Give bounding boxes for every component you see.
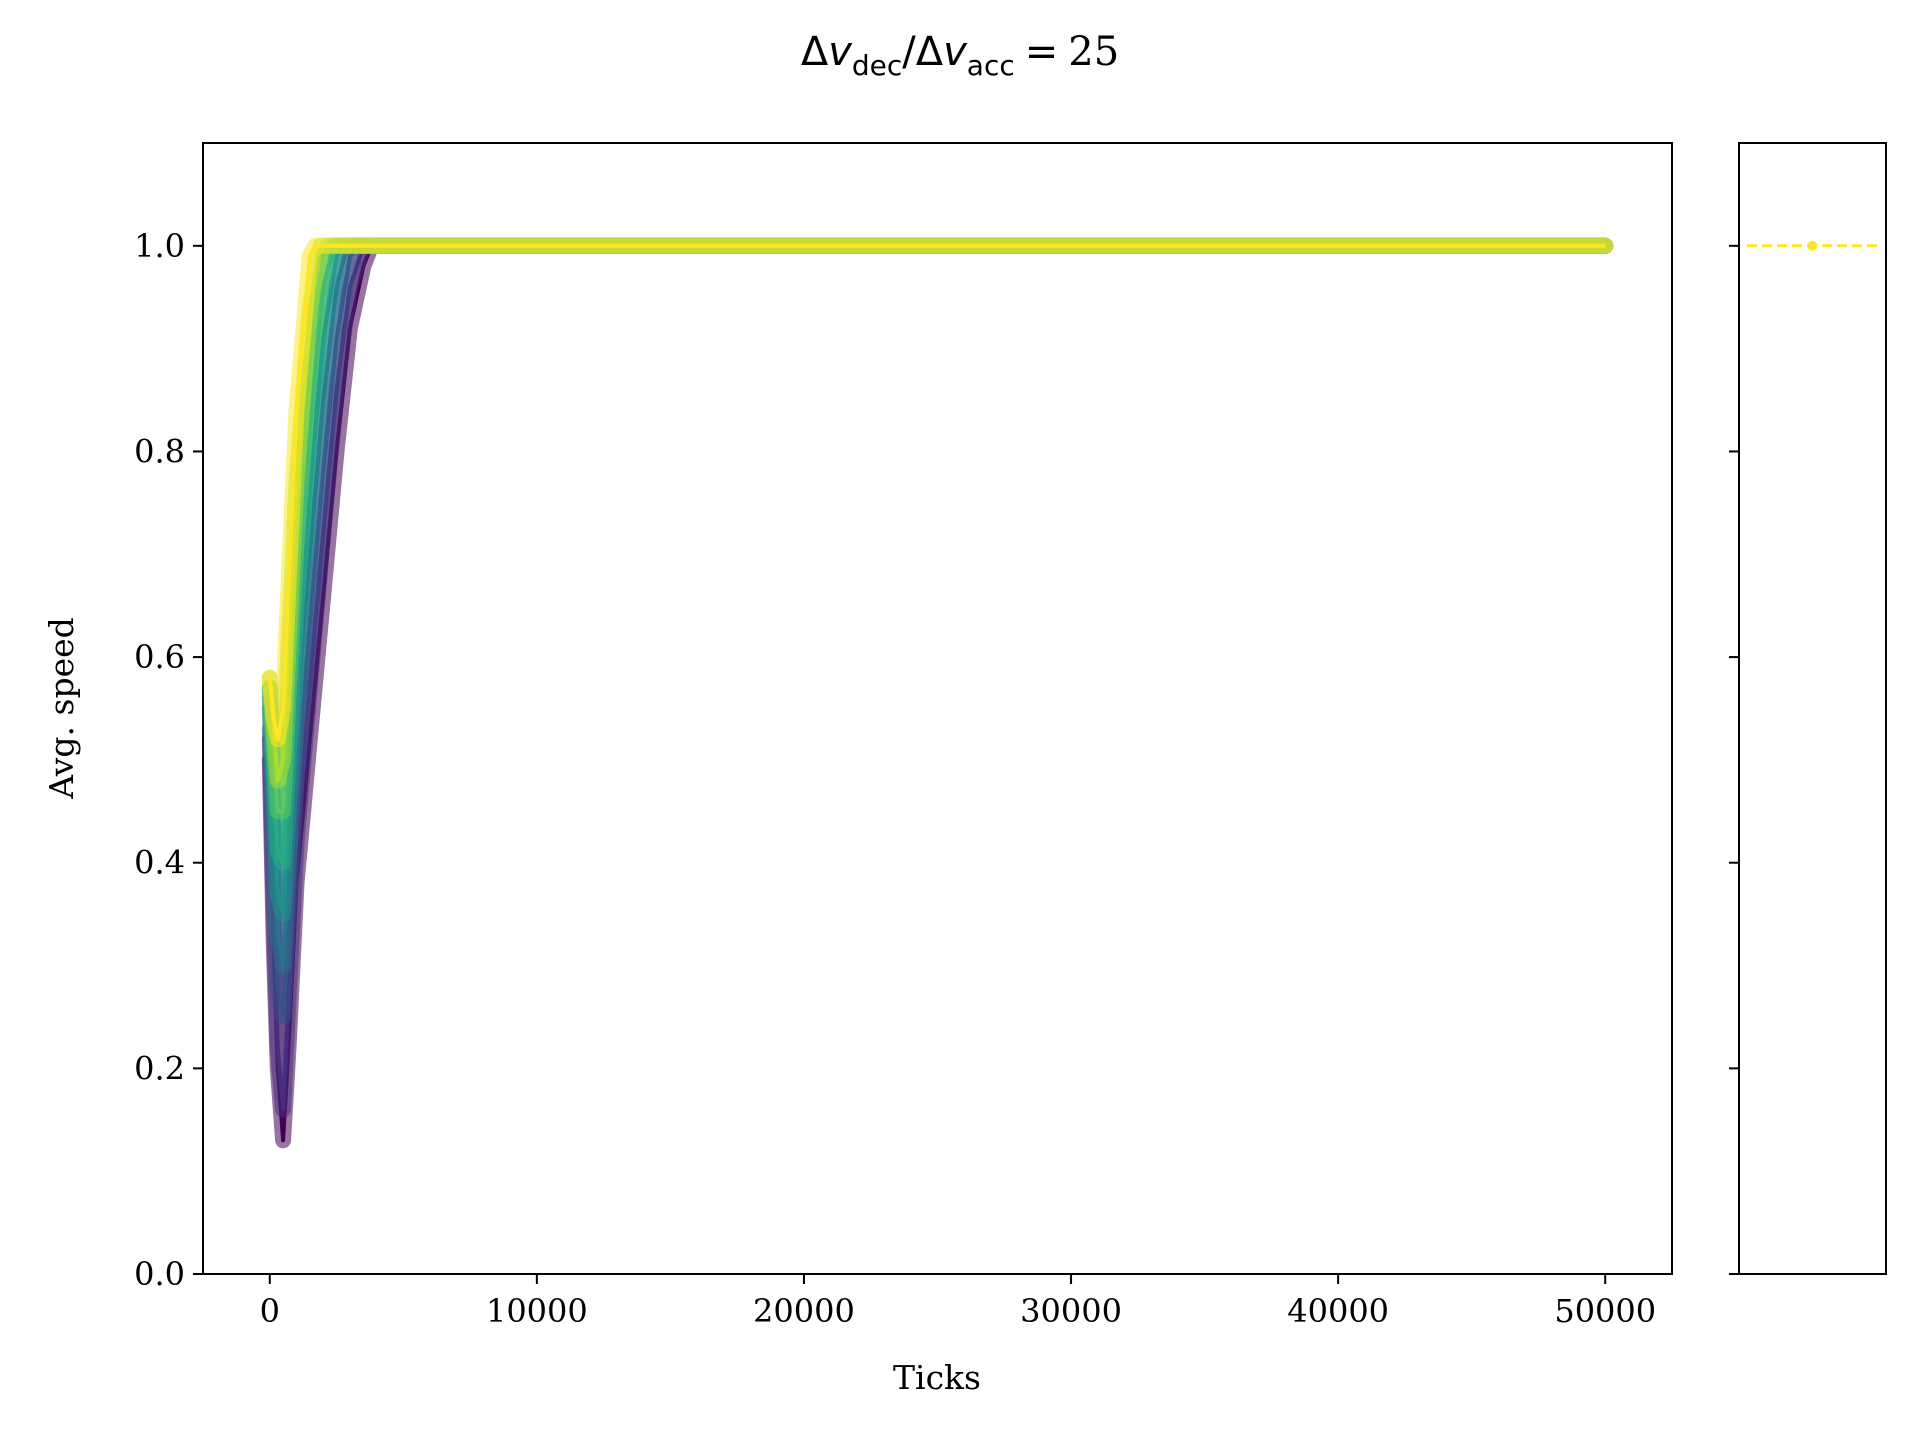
side-y-ticks: [1729, 244, 1739, 1275]
series-line-3: [267, 243, 1606, 968]
title-slash: /: [902, 29, 916, 75]
series-line-7: [267, 243, 1606, 783]
y-tick-label: 0.8: [134, 432, 185, 470]
series-line-1: [267, 243, 1606, 1112]
side-point: [1807, 240, 1818, 251]
title-equals: =: [1025, 29, 1059, 75]
series-line-5: [267, 243, 1606, 865]
title-v-2: v: [943, 29, 968, 75]
side-axes: [1729, 142, 1887, 1275]
y-tick-label: 0.6: [134, 638, 185, 676]
series-band-8: [261, 237, 1614, 748]
title-sub-acc: acc: [967, 49, 1015, 82]
title-v-1: v: [828, 29, 853, 75]
y-tick-label: 0.4: [134, 844, 185, 882]
title-delta-2: Δ: [916, 29, 944, 75]
x-tick-label: 50000: [1554, 1292, 1656, 1330]
title-sub-dec: dec: [852, 49, 902, 82]
x-tick-label: 30000: [1020, 1292, 1122, 1330]
side-axes-frame: [1738, 142, 1887, 1275]
main-x-ticks: 0 10000 20000 30000 40000 50000: [260, 1274, 1656, 1330]
series-line-6: [267, 243, 1606, 814]
series-line-0: [267, 243, 1606, 1143]
series-band-5: [261, 237, 1614, 871]
y-tick-label: 0.0: [134, 1255, 185, 1293]
series-band-2: [261, 237, 1614, 1025]
main-y-ticks: 0.0 0.2 0.4 0.6 0.8 1.0: [134, 227, 203, 1293]
x-tick-label: 40000: [1287, 1292, 1389, 1330]
series-line-8: [267, 243, 1606, 742]
series-line-4: [267, 243, 1606, 917]
main-axes: 0 10000 20000 30000 40000 50000 0.00.20.40.60…: [134, 142, 1673, 1330]
series-band-6: [261, 237, 1614, 820]
chart-title: Δvdec/Δvacc = 25: [801, 29, 1119, 82]
y-axis-label: Avg. speed: [42, 617, 81, 799]
main-axes-frame: [202, 142, 1673, 1275]
series-band-4: [261, 237, 1614, 923]
title-delta-1: Δ: [801, 29, 829, 75]
side-series-group: [1747, 240, 1878, 251]
main-series-group: [261, 237, 1614, 1149]
x-axis-label: Ticks: [893, 1358, 981, 1397]
series-band-7: [261, 237, 1614, 789]
x-tick-label: 0: [260, 1292, 280, 1330]
x-tick-label: 10000: [486, 1292, 588, 1330]
series-band-3: [261, 237, 1614, 974]
y-tick-label: 1.0: [134, 227, 185, 265]
x-tick-label: 20000: [753, 1292, 855, 1330]
title-value: 25: [1068, 29, 1119, 75]
series-band-1: [261, 237, 1614, 1118]
series-band-0: [261, 237, 1614, 1149]
y-tick-label: 0.2: [134, 1049, 185, 1087]
series-line-2: [267, 243, 1606, 1019]
